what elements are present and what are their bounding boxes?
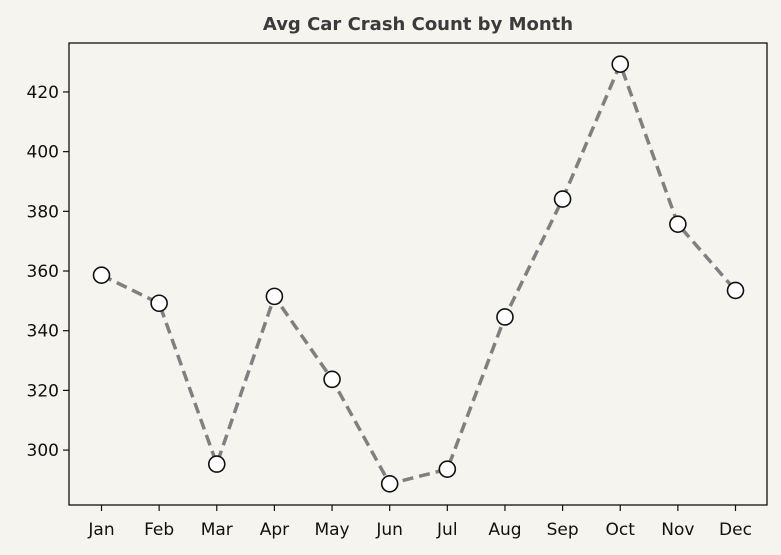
x-tick-label: Jan bbox=[87, 520, 114, 540]
plot-frame bbox=[68, 42, 768, 506]
x-tick-label: May bbox=[314, 520, 349, 540]
x-tick-label: Jul bbox=[436, 520, 458, 540]
data-point bbox=[380, 475, 399, 493]
y-tick-label: 380 bbox=[27, 202, 59, 222]
y-tick-label: 340 bbox=[27, 322, 59, 342]
data-point bbox=[92, 266, 111, 284]
y-tick-label: 320 bbox=[27, 381, 59, 401]
y-axis: 300 320 340 360 380 400 420 bbox=[27, 83, 69, 461]
data-point bbox=[669, 215, 687, 233]
x-tick-label: Aug bbox=[488, 520, 521, 540]
y-tick-label: 420 bbox=[27, 83, 59, 103]
data-point bbox=[553, 190, 572, 208]
data-point bbox=[207, 455, 226, 473]
x-tick-label: Dec bbox=[719, 520, 752, 540]
series-line bbox=[100, 62, 737, 486]
data-point bbox=[265, 287, 284, 306]
x-tick-label: Mar bbox=[201, 520, 233, 540]
x-tick-label: Apr bbox=[260, 520, 289, 540]
data-point bbox=[150, 294, 168, 313]
data-point bbox=[438, 460, 457, 478]
data-point bbox=[726, 281, 745, 300]
y-tick-label: 400 bbox=[27, 143, 59, 163]
data-point bbox=[496, 308, 514, 326]
x-tick-label: Oct bbox=[606, 520, 636, 540]
x-tick-label: Sep bbox=[547, 520, 579, 540]
chart-title: Avg Car Crash Count by Month bbox=[263, 14, 573, 35]
y-tick-label: 360 bbox=[27, 262, 59, 282]
data-point bbox=[323, 370, 341, 389]
series-layer bbox=[92, 55, 745, 493]
y-tick-label: 300 bbox=[27, 441, 59, 461]
x-axis: Jan Feb Mar Apr May Jun Jul Aug Sep Oct Nov Dec bbox=[87, 505, 752, 540]
x-tick-label: Nov bbox=[661, 520, 694, 540]
data-point bbox=[611, 55, 630, 73]
x-tick-label: Jun bbox=[375, 520, 403, 540]
x-tick-label: Feb bbox=[144, 520, 174, 540]
